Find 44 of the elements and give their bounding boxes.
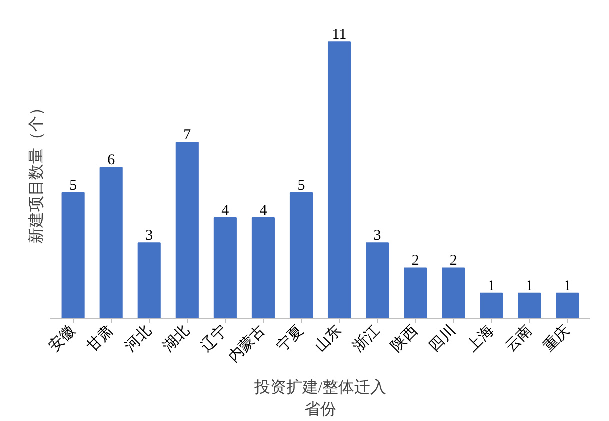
data-label: 1: [526, 278, 534, 294]
bar: [556, 292, 580, 318]
bar: [480, 292, 504, 318]
x-tick-label: 陕西: [388, 322, 422, 356]
data-label: 11: [332, 27, 347, 44]
data-label: 2: [450, 253, 458, 270]
data-label: 1: [488, 278, 496, 294]
x-tick-label: 安徽: [46, 322, 79, 356]
bar: [62, 192, 85, 318]
x-tick-label: 甘肃: [84, 322, 117, 356]
data-label: 6: [108, 152, 116, 169]
x-tick-label: 四川: [426, 322, 460, 356]
data-label: 5: [298, 178, 306, 194]
y-axis-title: 新建项目数量（个）: [28, 100, 46, 244]
x-tick-label: 云南: [502, 322, 536, 356]
x-tick-label: 重庆: [540, 322, 574, 356]
x-tick-label: 上海: [464, 322, 498, 356]
x-tick-label: 河北: [122, 322, 156, 356]
data-label: 3: [374, 228, 382, 244]
bar: [404, 268, 428, 318]
x-tick-label: 浙江: [350, 322, 384, 356]
x-tick-label: 宁夏: [274, 322, 308, 356]
data-label: 3: [146, 228, 154, 244]
x-tick-label: 湖北: [160, 322, 194, 356]
bar: [366, 242, 390, 318]
bar: [328, 42, 352, 318]
bar: [214, 217, 237, 318]
data-label: 4: [260, 202, 268, 219]
data-label: 4: [222, 202, 230, 219]
x-axis-title: 投资扩建/整体迁入: [253, 378, 387, 397]
data-label: 7: [184, 128, 192, 144]
bar: [138, 242, 161, 318]
data-label: 2: [412, 253, 420, 270]
bar: [442, 268, 466, 318]
bar: [176, 142, 199, 318]
bar: [252, 217, 275, 318]
bar: [290, 192, 314, 318]
x-tick-label: 内蒙古: [225, 322, 270, 366]
data-label: 1: [564, 278, 572, 294]
data-label: 5: [70, 178, 78, 194]
text: 省份: [304, 400, 336, 418]
x-tick-label: 山东: [312, 322, 346, 356]
bar: [100, 167, 123, 318]
bar: [518, 292, 542, 318]
